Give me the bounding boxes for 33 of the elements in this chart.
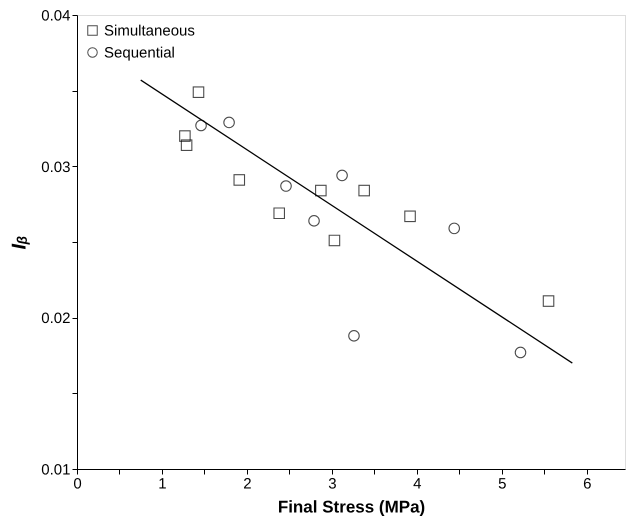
point [404, 210, 416, 222]
legend-label: Simultaneous [104, 22, 195, 40]
y-tick-label: 0.04 [41, 8, 70, 24]
point [542, 295, 554, 307]
point [358, 184, 370, 196]
point [180, 139, 192, 151]
point [348, 330, 360, 342]
legend-label: Sequential [104, 44, 175, 62]
point [328, 234, 340, 246]
y-tick-label: 0.03 [41, 158, 70, 176]
x-tick-label: 2 [243, 476, 252, 492]
point [315, 184, 327, 196]
point [273, 207, 285, 220]
x-tick-label: 1 [158, 476, 167, 492]
point [308, 215, 320, 227]
point [514, 346, 526, 358]
y-tick-label: 0.01 [41, 462, 70, 478]
x-axis-title: Final Stress (MPa) [278, 498, 426, 516]
x-tick-label: 5 [498, 476, 506, 492]
y-axis-title: Iᵦ [8, 235, 30, 250]
point [179, 130, 191, 142]
point [192, 86, 204, 98]
point [233, 174, 246, 186]
x-tick-label: 3 [328, 476, 337, 492]
point [280, 180, 292, 192]
x-tick-label: 0 [73, 476, 82, 492]
point [336, 170, 348, 182]
x-tick-label: 4 [413, 476, 422, 492]
point [448, 222, 460, 234]
point [223, 116, 235, 128]
y-tick-label: 0.02 [41, 310, 70, 328]
point [195, 120, 207, 132]
x-tick-label: 6 [583, 476, 592, 492]
